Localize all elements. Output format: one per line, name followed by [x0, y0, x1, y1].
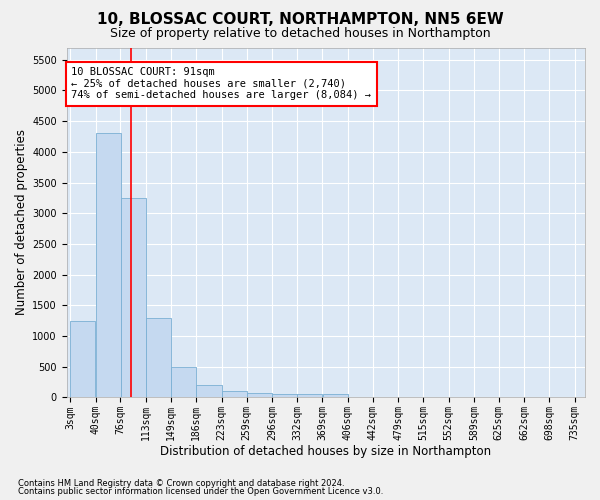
Bar	[171, 366, 196, 398]
X-axis label: Distribution of detached houses by size in Northampton: Distribution of detached houses by size …	[160, 444, 491, 458]
Bar	[222, 392, 247, 398]
Bar	[146, 318, 171, 398]
Bar	[247, 393, 272, 398]
Bar	[70, 320, 95, 398]
Text: 10, BLOSSAC COURT, NORTHAMPTON, NN5 6EW: 10, BLOSSAC COURT, NORTHAMPTON, NN5 6EW	[97, 12, 503, 28]
Bar	[121, 198, 146, 398]
Text: Contains public sector information licensed under the Open Government Licence v3: Contains public sector information licen…	[18, 487, 383, 496]
Bar	[196, 385, 221, 398]
Bar	[323, 394, 348, 398]
Text: 10 BLOSSAC COURT: 91sqm
← 25% of detached houses are smaller (2,740)
74% of semi: 10 BLOSSAC COURT: 91sqm ← 25% of detache…	[71, 67, 371, 100]
Text: Contains HM Land Registry data © Crown copyright and database right 2024.: Contains HM Land Registry data © Crown c…	[18, 478, 344, 488]
Bar	[297, 394, 322, 398]
Bar	[272, 394, 298, 398]
Bar	[96, 134, 121, 398]
Y-axis label: Number of detached properties: Number of detached properties	[15, 130, 28, 316]
Text: Size of property relative to detached houses in Northampton: Size of property relative to detached ho…	[110, 28, 490, 40]
